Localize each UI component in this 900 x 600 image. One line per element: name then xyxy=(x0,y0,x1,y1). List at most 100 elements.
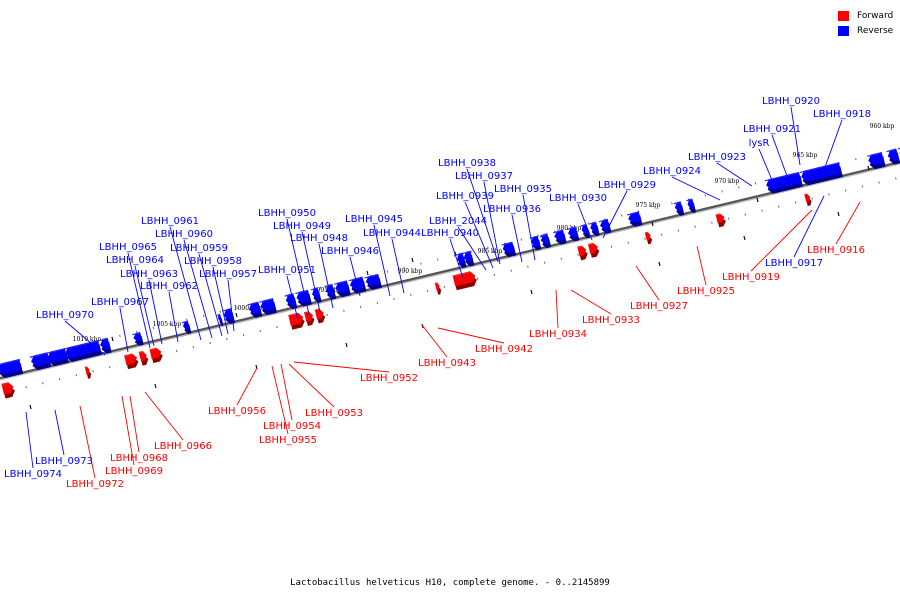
reverse-gene-label: LBHH_0923 xyxy=(688,152,753,187)
reverse-gene-label: lysR xyxy=(749,138,773,181)
forward-gene xyxy=(452,271,477,291)
reverse-gene xyxy=(686,198,697,213)
reverse-gene-label: LBHH_0917 xyxy=(765,195,825,269)
svg-text:LBHH_0944: LBHH_0944 xyxy=(363,228,421,239)
scale-tick xyxy=(186,318,188,321)
reverse-gene xyxy=(181,320,192,335)
reverse-gene-label: LBHH_0924 xyxy=(643,166,721,201)
legend-forward-label: Forward xyxy=(857,10,894,21)
legend-item-forward: Forward xyxy=(838,8,893,23)
svg-text:LBHH_0952: LBHH_0952 xyxy=(360,373,418,384)
scale-tick xyxy=(520,238,523,241)
reverse-gene xyxy=(284,293,298,310)
forward-gene xyxy=(1,382,15,399)
forward-strand-genes: LBHH_0916 LBHH_0919 LBHH_0925 LBHH_0927 LBHH… xyxy=(1,193,865,490)
svg-text:LBHH_0929: LBHH_0929 xyxy=(598,180,656,191)
svg-text:LBHH_0953: LBHH_0953 xyxy=(305,408,363,419)
svg-text:LBHH_0940: LBHH_0940 xyxy=(421,228,479,239)
reverse-gene xyxy=(364,273,382,290)
reverse-gene xyxy=(626,211,643,227)
reverse-gene xyxy=(566,226,580,242)
scale-tick xyxy=(169,322,171,325)
scale-tick xyxy=(543,261,546,264)
scale-tick xyxy=(694,225,696,228)
scale-label: 970 kbp xyxy=(715,178,740,185)
scale-tick xyxy=(811,197,813,200)
scale-tick xyxy=(610,245,613,248)
scale-tick xyxy=(537,234,539,237)
forward-gene xyxy=(804,193,812,206)
scale-label: 990 kbp xyxy=(398,268,423,275)
reverse-gene-label: LBHH_0974 xyxy=(4,411,62,480)
reverse-gene xyxy=(539,234,551,249)
scale-label: 965 kbp xyxy=(793,152,818,159)
scale-tick xyxy=(487,246,489,249)
reverse-gene xyxy=(501,242,513,258)
svg-text:LBHH_0934: LBHH_0934 xyxy=(529,329,587,340)
svg-text:LBHH_0936: LBHH_0936 xyxy=(483,204,541,215)
forward-gene-label: LBHH_0953 xyxy=(288,363,363,419)
scale-tick xyxy=(345,342,348,348)
reverse-gene xyxy=(598,218,612,234)
scale-tick xyxy=(135,330,138,334)
svg-text:LBHH_0927: LBHH_0927 xyxy=(630,301,688,312)
scale-label: 1005 kbp xyxy=(153,321,182,328)
svg-text:LBHH_0945: LBHH_0945 xyxy=(345,214,403,225)
svg-text:LBHH_0916: LBHH_0916 xyxy=(807,245,865,256)
scale-tick xyxy=(235,312,238,318)
reverse-gene-label: LBHH_0946 xyxy=(321,246,379,297)
scale-tick xyxy=(202,314,205,317)
svg-text:LBHH_0943: LBHH_0943 xyxy=(418,358,476,369)
scale-tick xyxy=(25,386,27,389)
scale-tick xyxy=(42,382,44,385)
scale-tick xyxy=(794,201,797,204)
svg-text:LBHH_0930: LBHH_0930 xyxy=(549,193,607,204)
svg-text:LBHH_0946: LBHH_0946 xyxy=(321,246,379,257)
strand-legend: Forward Reverse xyxy=(838,8,893,38)
scale-tick xyxy=(359,305,362,309)
scale-tick xyxy=(658,261,661,267)
svg-text:LBHH_0974: LBHH_0974 xyxy=(4,469,62,480)
svg-text:LBHH_0967: LBHH_0967 xyxy=(91,297,149,308)
scale-label: 960 kbp xyxy=(870,123,895,130)
svg-text:LBHH_0968: LBHH_0968 xyxy=(110,453,168,464)
forward-gene xyxy=(303,311,315,326)
reverse-gene-label: LBHH_0937 xyxy=(455,171,513,265)
reverse-gene xyxy=(98,337,112,354)
forward-swatch xyxy=(838,10,849,21)
scale-tick xyxy=(326,313,328,317)
reverse-gene-label: LBHH_0936 xyxy=(483,204,541,263)
scale-tick xyxy=(420,262,422,265)
scale-tick xyxy=(75,374,78,377)
scale-tick xyxy=(530,289,533,295)
reverse-swatch xyxy=(838,25,849,36)
scale-tick xyxy=(476,277,479,280)
scale-tick xyxy=(119,334,121,338)
svg-text:LBHH_0935: LBHH_0935 xyxy=(494,184,552,195)
svg-text:LBHH_0933: LBHH_0933 xyxy=(582,315,640,326)
scale-tick xyxy=(654,206,656,209)
forward-gene-label: LBHH_0934 xyxy=(529,289,587,340)
forward-gene xyxy=(434,282,442,295)
scale-tick xyxy=(376,301,379,305)
scale-tick xyxy=(510,269,512,272)
scale-tick xyxy=(236,306,238,309)
scale-label: 975 kbp xyxy=(636,202,661,209)
scale-tick xyxy=(111,336,114,342)
scale-tick xyxy=(620,214,623,217)
scale-tick xyxy=(744,213,747,216)
forward-gene-label: LBHH_0952 xyxy=(293,361,418,384)
scale-tick xyxy=(855,158,857,161)
scale-tick xyxy=(837,211,840,217)
reverse-gene-label: LBHH_0929 xyxy=(598,180,656,239)
svg-text:LBHH_0954: LBHH_0954 xyxy=(263,421,321,432)
forward-gene xyxy=(84,366,92,379)
scale-tick xyxy=(411,257,414,263)
scale-tick xyxy=(410,293,412,297)
scale-tick xyxy=(651,221,654,227)
scale-tick xyxy=(470,250,472,253)
genome-caption: Lactobacillus helveticus H10, complete g… xyxy=(290,578,610,588)
scale-tick xyxy=(219,310,222,313)
svg-text:LBHH_0972: LBHH_0972 xyxy=(66,479,124,490)
scale-tick xyxy=(878,181,880,184)
